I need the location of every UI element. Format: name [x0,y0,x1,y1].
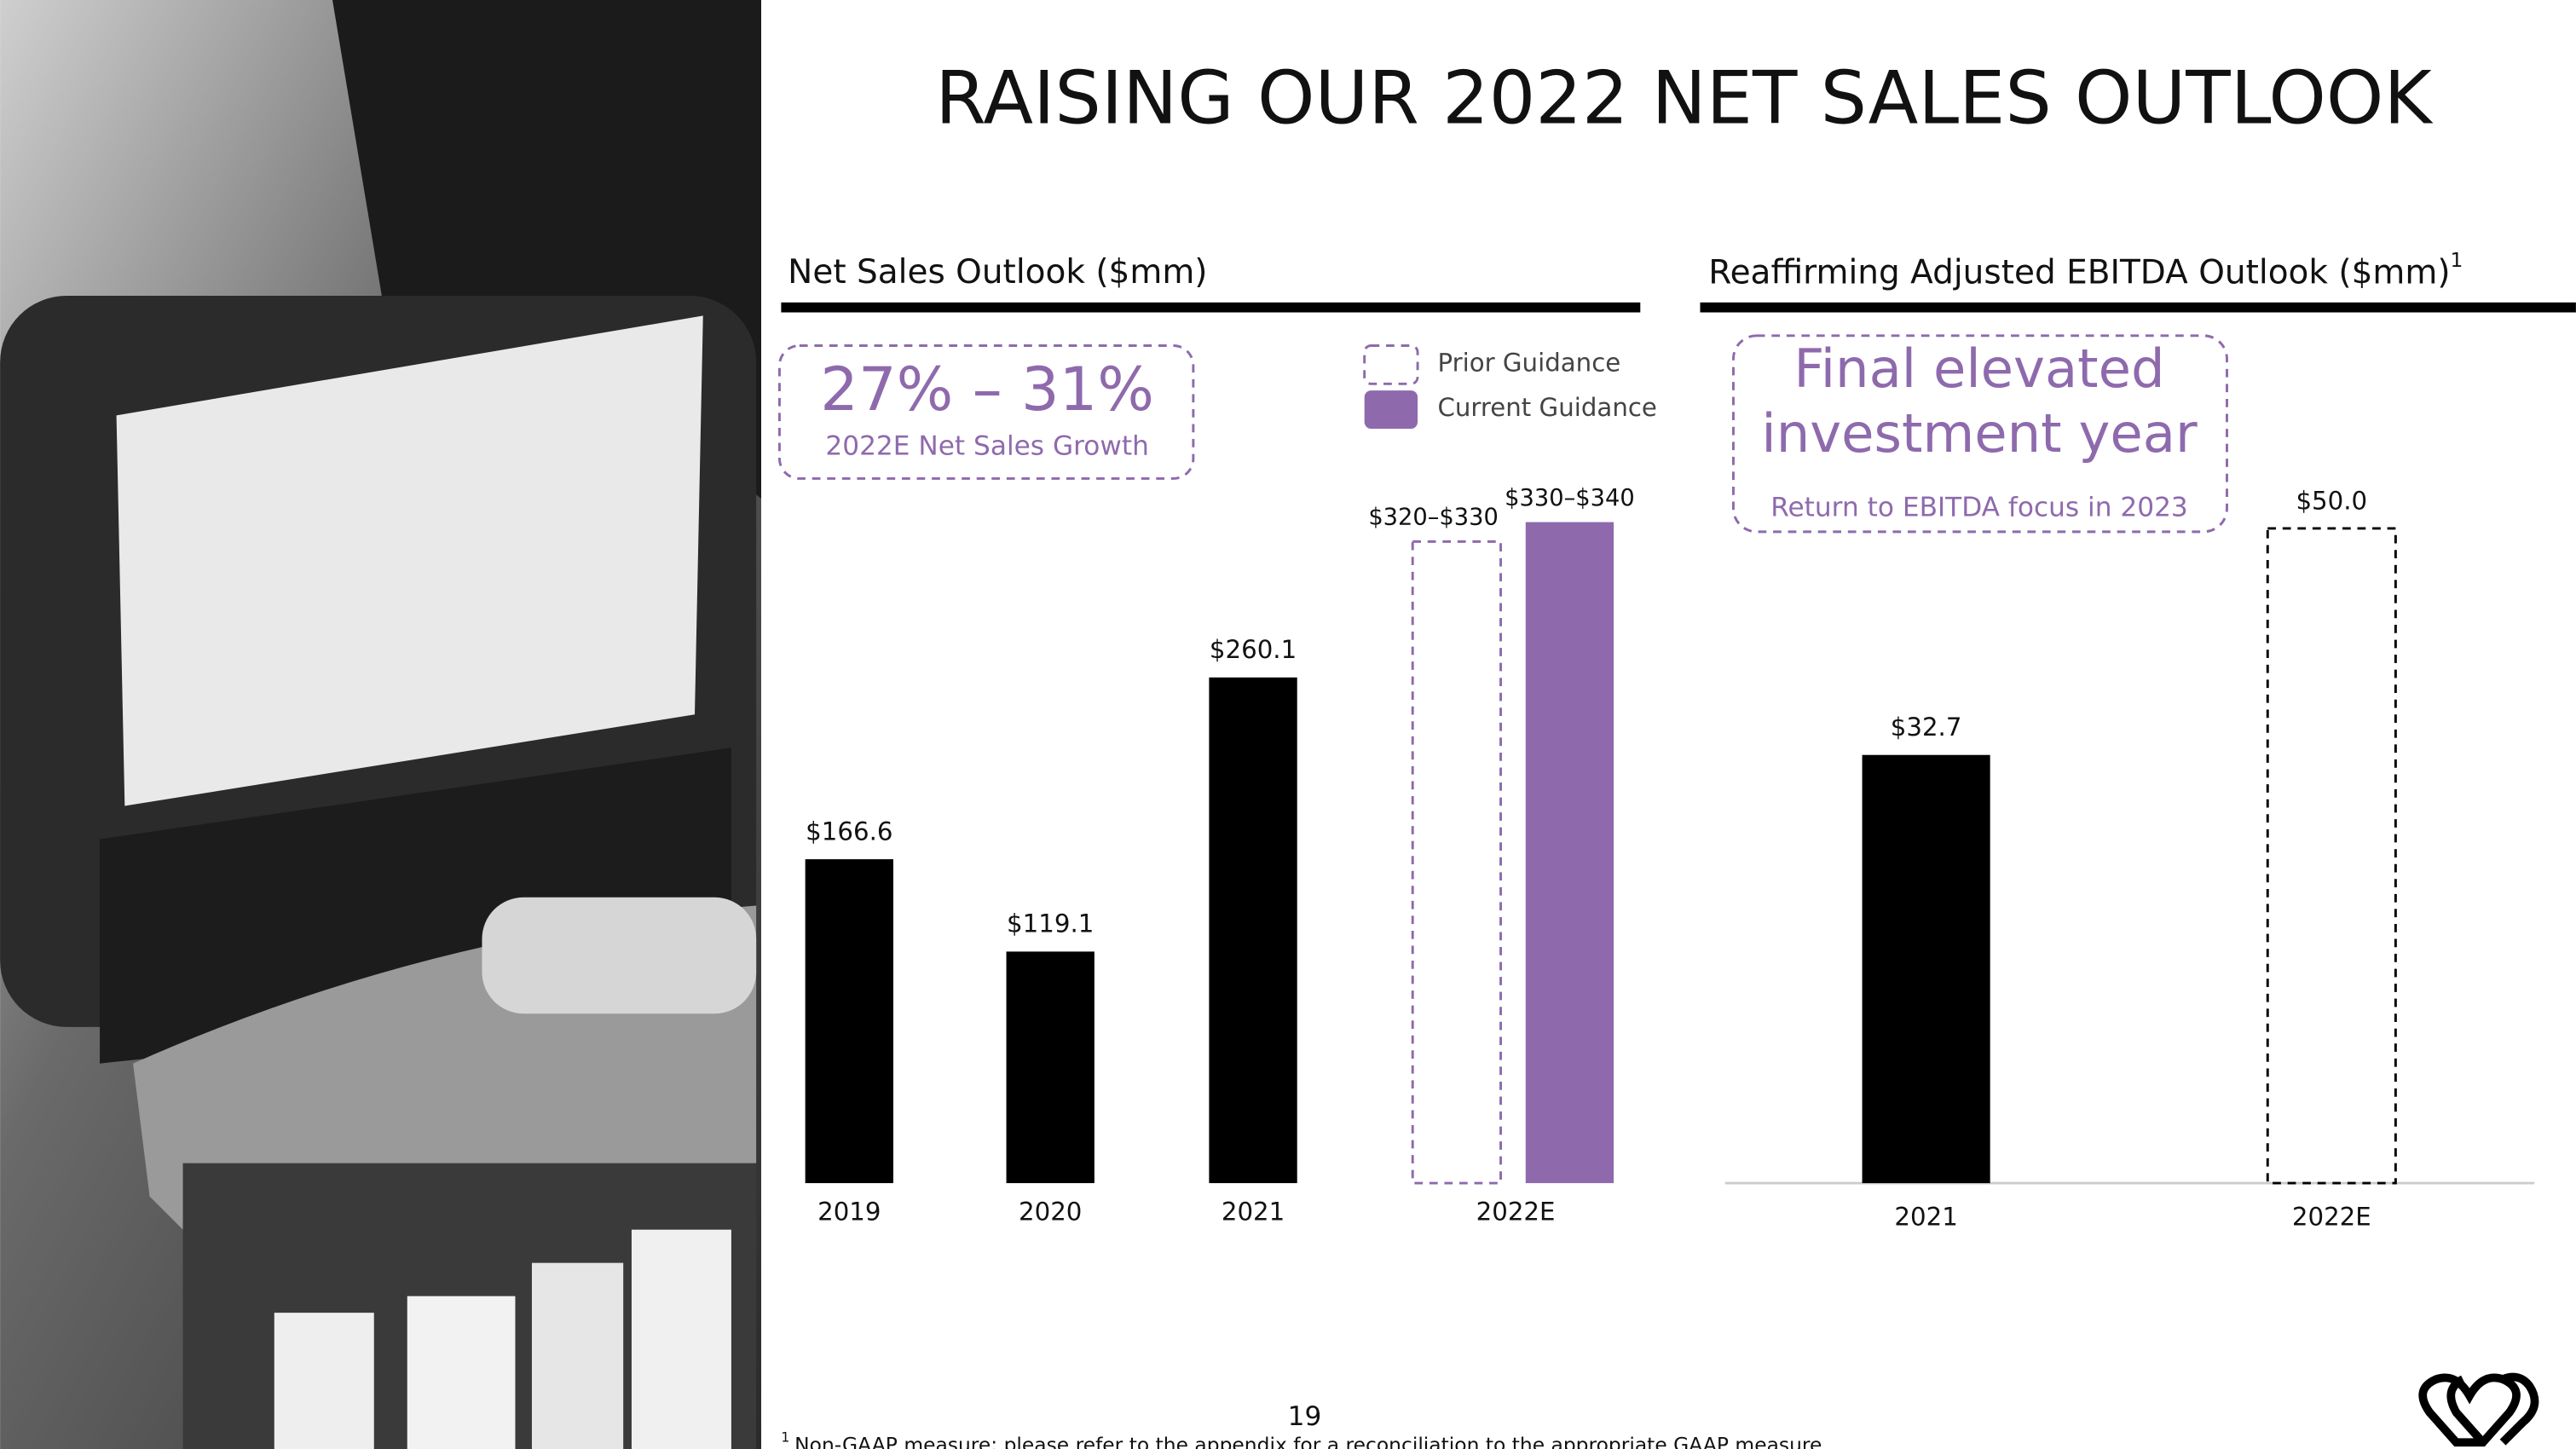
callout-headline: Final elevated [1793,338,2164,400]
bar [1209,677,1297,1184]
chart-title: Net Sales Outlook ($mm) [788,253,1207,292]
bar [2266,527,2397,1185]
footnote-marker: 1 [781,1429,789,1445]
bar [1006,951,1095,1184]
x-tick-label: 2021 [1222,1198,1285,1227]
x-tick-label: 2020 [1019,1198,1082,1227]
rule [781,302,1641,313]
value-label: $119.1 [1007,909,1094,938]
legend-label: Prior Guidance [1437,348,1620,377]
value-label: $330–$340 [1505,485,1635,511]
chart-title: Reaffirming Adjusted EBITDA Outlook ($mm… [1708,248,2463,292]
logo [2418,1372,2539,1447]
callout-headline: 27% – 31% [820,355,1154,424]
value-label: $166.6 [806,817,892,846]
guidance-bar [1411,540,1503,1185]
value-label: $50.0 [2296,486,2367,515]
value-label: $260.1 [1210,635,1297,664]
value-label: $320–$330 [1368,505,1499,531]
page-number: 19 [1288,1401,1322,1432]
guidance-bar [1525,522,1614,1184]
callout-headline: investment year [1761,402,2198,465]
legend-label: Current Guidance [1437,393,1656,422]
photo [0,0,761,1449]
value-label: $32.7 [1891,713,1962,742]
x-tick-label: 2022E [1476,1198,1556,1227]
x-tick-label: 2019 [817,1198,881,1227]
title-text: Reaffirming Adjusted EBITDA Outlook ($mm… [1708,253,2450,292]
slide-title: RAISING OUR 2022 NET SALES OUTLOOK [935,55,2434,141]
callout-text: Return to EBITDA focus in 2023 [1770,493,2188,523]
bar [805,859,893,1184]
title-note: 1 [2451,248,2463,272]
footnote-text: Non-GAAP measure; please refer to the ap… [794,1433,1822,1449]
callout-box [1732,334,2228,534]
footnote: 1 Non-GAAP measure; please refer to the a… [781,1429,1822,1449]
legend-swatch [1363,344,1419,385]
x-tick-label: 2021 [1894,1203,1957,1232]
legend-swatch [1364,390,1418,429]
callout-box [777,344,1195,480]
rule [1700,302,2576,313]
callout-text: 2022E Net Sales Growth [825,430,1148,461]
bar [1862,754,1990,1184]
x-tick-label: 2022E [2292,1203,2371,1232]
